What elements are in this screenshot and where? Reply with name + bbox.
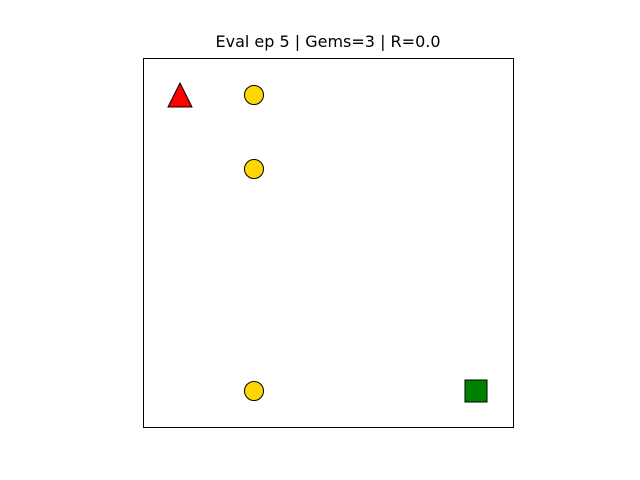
grid-frame <box>143 58 514 428</box>
gem-circle-icon <box>244 381 264 401</box>
episode-title: Eval ep 5 | Gems=3 | R=0.0 <box>215 32 441 51</box>
gem-circle-icon <box>244 159 264 179</box>
goal-square-icon <box>464 379 488 403</box>
gem-circle-icon <box>244 85 264 105</box>
grid-entities <box>167 81 488 403</box>
triangle-agent-icon <box>167 81 193 108</box>
